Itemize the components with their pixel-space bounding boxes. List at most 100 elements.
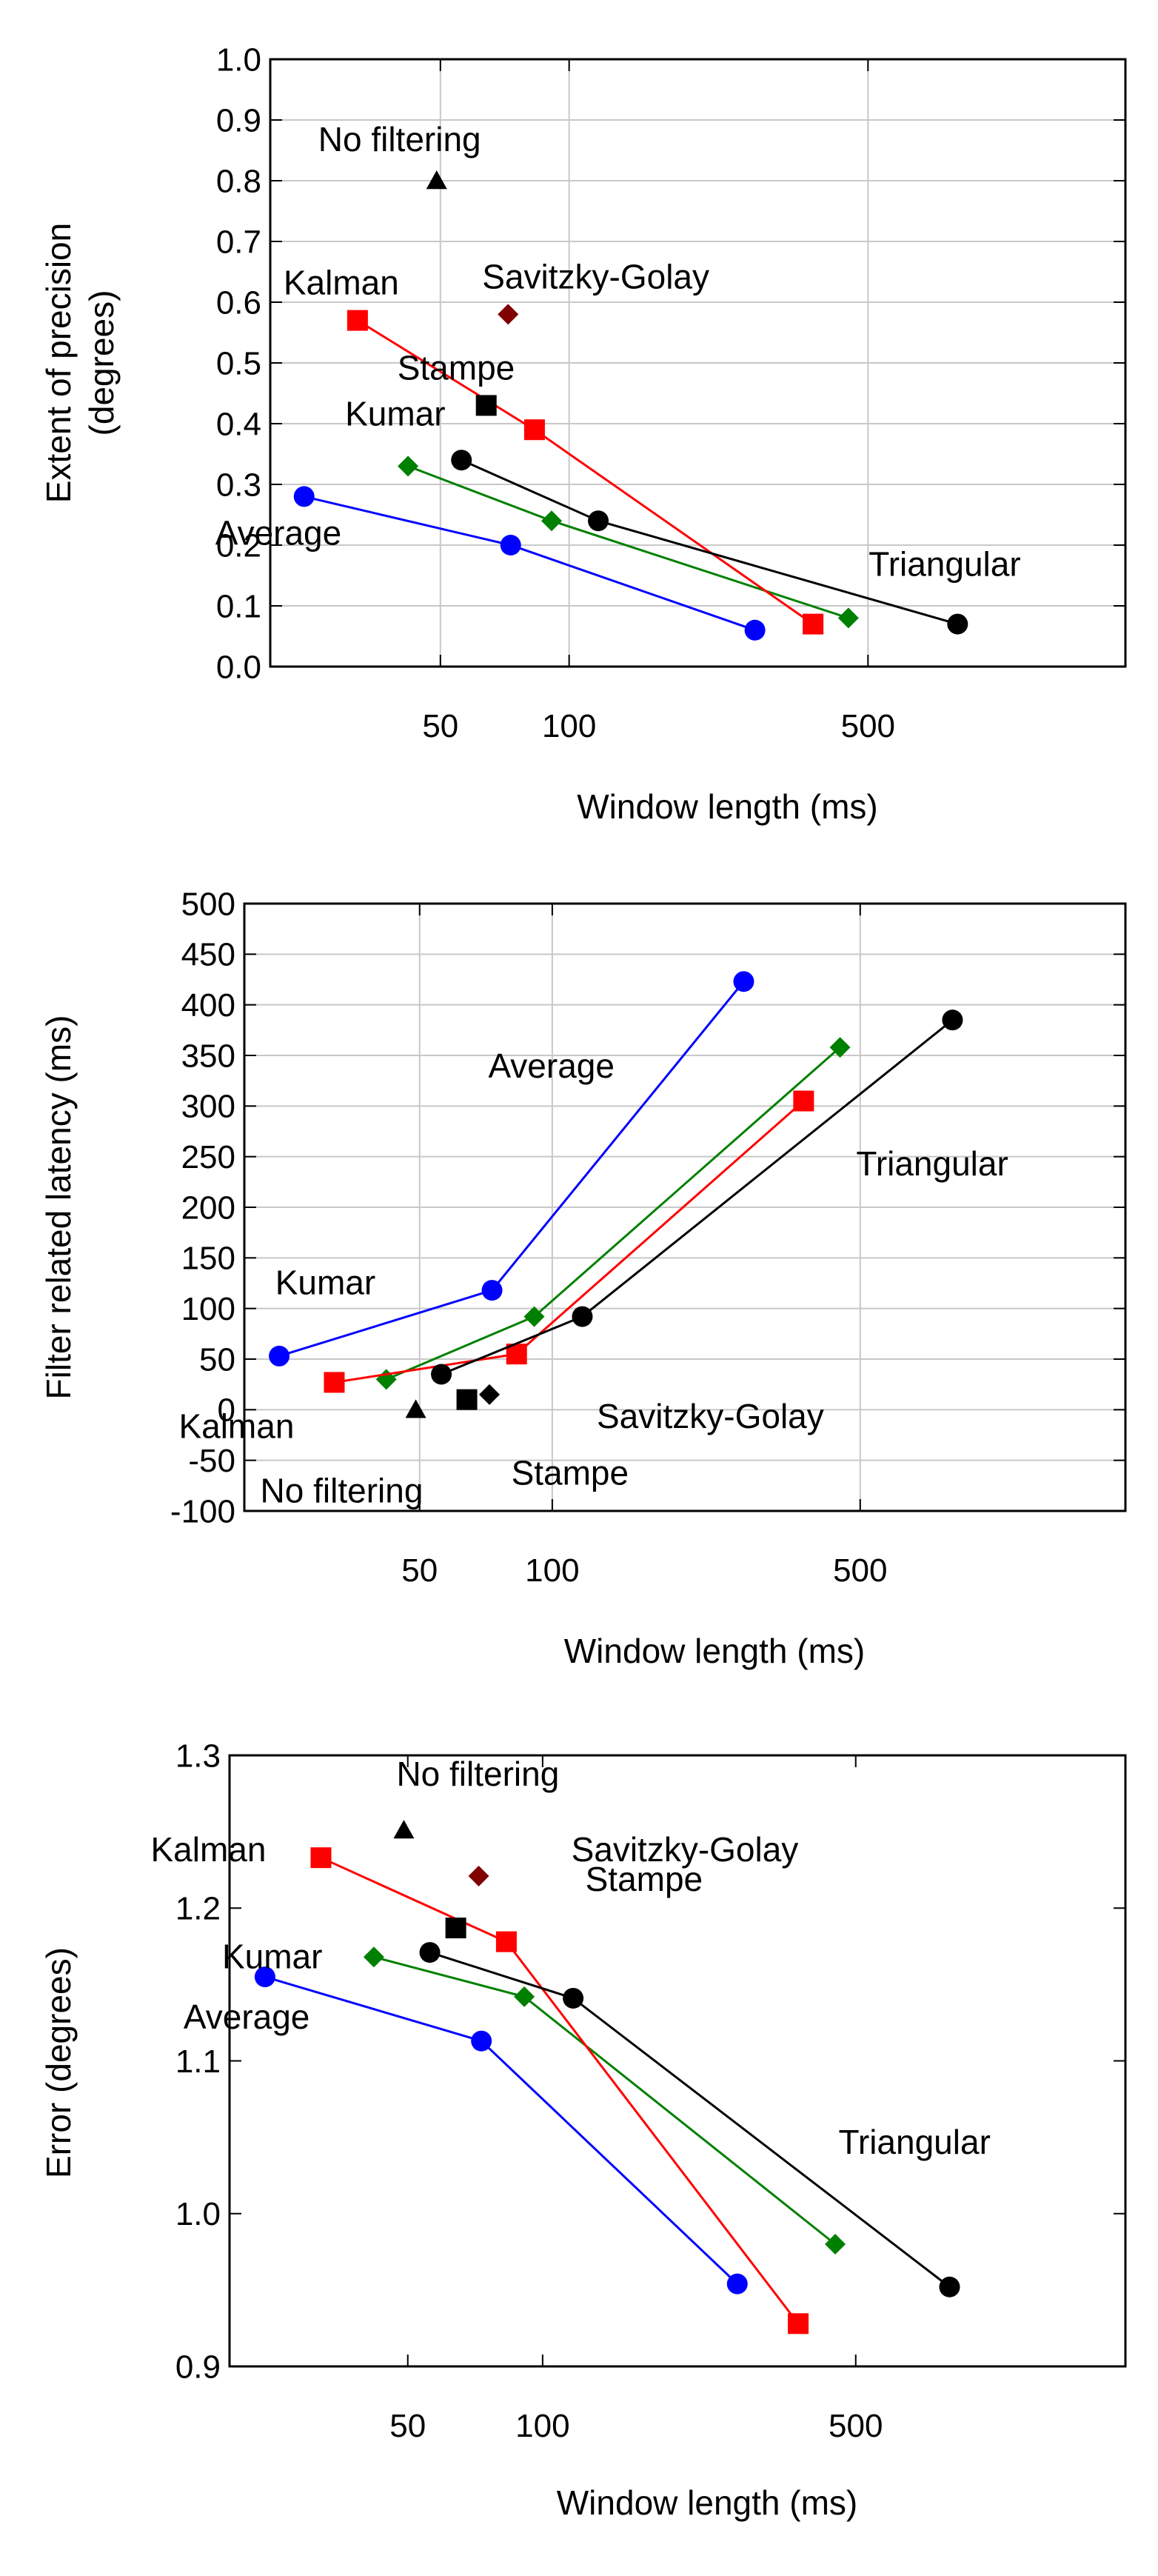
y-tick-label: 1.2 — [175, 1891, 221, 1927]
y-tick-label: 350 — [181, 1038, 235, 1074]
data-point-average — [500, 535, 521, 555]
data-point-average — [269, 1345, 290, 1367]
y-tick-label: 0.9 — [175, 2349, 221, 2385]
y-tick-label: 400 — [181, 987, 235, 1024]
series-label-no-filtering: No filtering — [261, 1471, 424, 1509]
chart-3: 0.9 1.0 1.1 1.2 1.3 50 100 500 Window length (ms… — [39, 1738, 1127, 2522]
data-point-stampe — [475, 395, 497, 416]
series-label-triangular: Triangular — [868, 545, 1020, 584]
y-tick-label: 300 — [181, 1089, 235, 1125]
x-tick-label: 500 — [833, 1552, 887, 1589]
data-point-average — [293, 486, 315, 507]
series-line-kalman — [334, 1100, 805, 1384]
series-label-savitzky-golay: Savitzky-Golay — [597, 1397, 824, 1435]
series-label-average: Average — [488, 1047, 615, 1085]
series-triangular: Triangular — [431, 1010, 1008, 1385]
x-tick-label: 50 — [422, 708, 458, 744]
y-axis-label-line-2: (degrees) — [82, 290, 121, 436]
y-tick-label: 450 — [181, 937, 235, 973]
x-tick-label: 500 — [829, 2408, 883, 2444]
y-axis-label: Error (degrees) — [39, 1947, 78, 2178]
series-line-average — [264, 1975, 738, 2285]
series-average: Average — [269, 971, 754, 1367]
data-point-kalman — [495, 1931, 517, 1952]
y-tick-label: 1.1 — [175, 2043, 221, 2080]
series-line-kumar — [386, 1046, 841, 1381]
y-tick-label: 0.9 — [216, 102, 261, 139]
data-point-kumar — [398, 456, 419, 477]
series-triangular: Triangular — [451, 450, 1021, 635]
y-tick-label: 0.1 — [216, 588, 261, 624]
series-savitzky-golay: Savitzky-Golay — [482, 257, 709, 325]
data-point-average — [726, 2273, 748, 2295]
series-kumar: Kumar — [275, 1037, 851, 1390]
y-tick-label: 150 — [181, 1241, 235, 1277]
data-point-kalman — [803, 613, 824, 635]
data-point-kumar — [837, 607, 859, 629]
data-point-triangular — [588, 510, 609, 532]
data-point-kalman — [523, 419, 545, 441]
data-point-average — [254, 1966, 275, 1988]
series-label-kumar: Kumar — [275, 1263, 375, 1301]
series-line-kalman — [320, 1856, 800, 2325]
data-point-triangular — [451, 450, 472, 471]
data-point-stampe — [445, 1918, 466, 1939]
series-label-kumar: Kumar — [345, 394, 445, 433]
series-label-savitzky-golay: Savitzky-Golay — [572, 1830, 799, 1869]
y-tick-label: 50 — [199, 1341, 235, 1378]
data-point-no-filtering — [426, 170, 447, 190]
series-label-triangular: Triangular — [839, 2123, 991, 2161]
y-tick-label: 0.7 — [216, 224, 261, 260]
x-tick-label: 50 — [389, 2408, 426, 2444]
x-tick-label: 50 — [401, 1552, 438, 1589]
x-tick-label: 100 — [542, 708, 596, 744]
y-axis-label: Extent of precision (degrees) — [39, 223, 121, 503]
y-tick-label: 0.0 — [216, 649, 261, 685]
series-line-kumar — [373, 1955, 837, 2246]
x-axis-label: Window length (ms) — [577, 787, 877, 826]
y-tick-label: 0 — [218, 1392, 235, 1429]
x-tick-label: 100 — [515, 2408, 569, 2444]
data-point-savitzky-golay — [479, 1384, 500, 1405]
series-average: Average — [215, 486, 766, 641]
y-tick-label: 0.8 — [216, 163, 261, 199]
y-tick-label: 500 — [181, 886, 235, 922]
series-kalman: Kalman — [150, 1830, 809, 2335]
series-line-kumar — [407, 464, 849, 619]
series-triangular: Triangular — [419, 1942, 991, 2298]
y-tick-label: 0.6 — [216, 284, 261, 321]
series-label-no-filtering: No filtering — [318, 120, 481, 159]
data-point-kumar — [523, 1306, 545, 1327]
series-label-average: Average — [184, 1998, 310, 2036]
series-stampe: Stampe — [445, 1860, 703, 1939]
data-point-kumar — [541, 510, 563, 532]
y-axis-label-line-1: Extent of precision — [39, 223, 78, 503]
x-axis-label: Window length (ms) — [557, 2483, 857, 2522]
y-tick-label: 1.3 — [175, 1738, 221, 1774]
y-axis-label: Filter related latency (ms) — [39, 1015, 78, 1400]
data-point-average — [471, 2030, 492, 2052]
series-kalman: Kalman — [178, 1090, 814, 1445]
series-label-stampe: Stampe — [512, 1454, 629, 1492]
chart-2: -100 -50 0 50 100 150 200 250 300 350 400 450 500 50 1… — [39, 886, 1127, 1670]
data-point-triangular — [947, 613, 968, 635]
data-point-kalman — [793, 1090, 814, 1112]
series-savitzky-golay: Savitzky-Golay — [479, 1384, 824, 1435]
data-point-stampe — [456, 1389, 478, 1410]
series-label-kalman: Kalman — [284, 264, 399, 302]
series-label-kalman: Kalman — [150, 1830, 266, 1869]
chart-1: 0.0 0.1 0.2 0.3 0.4 0.5 0.6 0.7 0.8 0.9 1.0 50 100 50… — [39, 41, 1127, 826]
series-no-filtering: No filtering — [393, 1755, 559, 1839]
y-tick-label: 250 — [181, 1139, 235, 1175]
data-point-kumar — [829, 1037, 851, 1058]
y-tick-label: 1.0 — [216, 41, 261, 78]
data-point-kumar — [363, 1946, 384, 1968]
series-label-triangular: Triangular — [856, 1144, 1008, 1183]
series-kumar: Kumar — [345, 394, 859, 629]
y-tick-label: 0.2 — [216, 527, 261, 564]
data-point-triangular — [942, 1010, 963, 1031]
y-tick-label: 200 — [181, 1189, 235, 1226]
data-point-no-filtering — [393, 1820, 415, 1839]
data-point-triangular — [431, 1364, 452, 1385]
